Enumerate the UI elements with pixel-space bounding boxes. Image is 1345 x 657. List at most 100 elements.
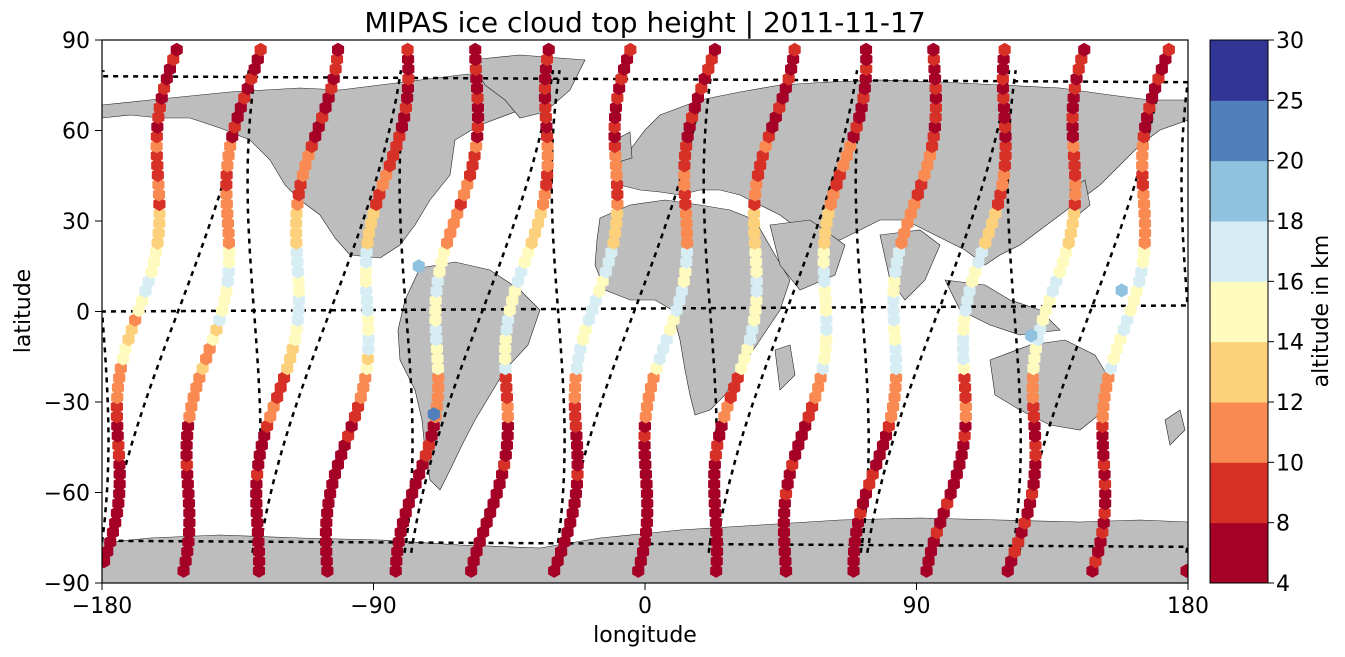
- cloud-point: [860, 62, 873, 76]
- cloud-point: [250, 496, 263, 511]
- cloud-point: [777, 515, 790, 530]
- cloud-point: [429, 293, 442, 308]
- colorbar-tick-label: 16: [1276, 270, 1304, 295]
- cloud-point: [1069, 168, 1082, 183]
- cloud-point: [1138, 235, 1151, 250]
- cloud-point: [678, 177, 691, 192]
- cloud-point: [1138, 216, 1151, 231]
- cloud-point: [641, 496, 654, 511]
- cloud-point: [1115, 283, 1128, 298]
- orbit-track: [714, 69, 859, 553]
- cloud-point: [499, 351, 512, 366]
- cloud-point: [1136, 177, 1149, 192]
- cloud-point: [1066, 110, 1079, 125]
- y-tick-label: −30: [44, 391, 90, 416]
- cloud-point: [471, 90, 484, 105]
- cloud-point: [958, 428, 971, 443]
- cloud-point: [1028, 419, 1041, 434]
- cloud-point: [1098, 477, 1112, 492]
- cloud-point: [847, 554, 860, 569]
- cloud-point: [1029, 428, 1042, 443]
- cloud-point: [291, 255, 304, 269]
- cloud-point: [678, 187, 691, 202]
- cloud-point: [624, 42, 637, 57]
- cloud-point: [499, 341, 512, 356]
- cloud-point: [819, 226, 832, 241]
- cloud-point: [860, 42, 873, 57]
- cloud-point: [250, 486, 263, 501]
- cloud-point: [113, 467, 126, 482]
- cloud-point: [999, 129, 1012, 144]
- cloud-point: [111, 428, 124, 443]
- cloud-point: [1069, 187, 1082, 202]
- cloud-point: [748, 235, 761, 250]
- cloud-point: [222, 226, 235, 241]
- x-axis: −180 −90 0 90 180: [72, 583, 1209, 619]
- cloud-point: [1136, 158, 1149, 173]
- cloud-point: [430, 284, 443, 298]
- cloud-point: [470, 139, 483, 154]
- cloud-point: [151, 168, 164, 183]
- colorbar-tick-label: 20: [1276, 150, 1304, 175]
- cloud-point: [329, 62, 342, 76]
- cloud-point: [401, 90, 414, 105]
- cloud-point: [819, 341, 832, 356]
- cloud-point: [1138, 197, 1151, 212]
- cloud-point: [541, 129, 554, 144]
- cloud-point: [431, 390, 444, 405]
- cloud-point: [1026, 380, 1039, 395]
- cloud-point: [252, 535, 265, 549]
- cloud-point: [1097, 399, 1110, 414]
- cloud-point: [927, 52, 940, 67]
- cloud-point: [957, 351, 970, 366]
- cloud-point: [929, 81, 942, 96]
- cloud-point: [179, 554, 192, 569]
- land-new-zealand: [1164, 409, 1186, 446]
- cloud-point: [429, 303, 442, 318]
- cloud-point: [817, 255, 830, 269]
- cloud-point: [1138, 206, 1151, 221]
- cloud-point: [290, 206, 303, 221]
- cloud-point: [750, 274, 763, 289]
- cloud-point: [332, 42, 345, 57]
- cloud-point: [222, 235, 235, 250]
- cloud-point: [180, 448, 193, 463]
- cloud-point: [996, 177, 1009, 192]
- cloud-point: [541, 168, 554, 183]
- cloud-point: [1027, 409, 1040, 424]
- cloud-point: [541, 148, 554, 163]
- cloud-point: [359, 370, 372, 385]
- cloud-point: [401, 81, 414, 96]
- colorbar-label: altitude in km: [1309, 235, 1334, 388]
- cloud-point: [887, 303, 900, 318]
- cloud-point: [221, 216, 234, 231]
- cloud-point: [542, 42, 555, 57]
- cloud-point: [888, 322, 901, 337]
- orbit-track: [550, 70, 566, 553]
- cloud-point: [360, 361, 373, 376]
- cloud-point: [110, 506, 124, 520]
- cloud-point: [112, 438, 125, 453]
- x-tick-label: −90: [350, 594, 396, 619]
- colorbar-bin: [1210, 462, 1268, 524]
- cloud-point: [608, 139, 621, 154]
- cloud-point: [1099, 496, 1112, 511]
- cloud-point: [708, 42, 721, 57]
- cloud-point: [1137, 129, 1150, 144]
- cloud-point: [678, 158, 691, 173]
- cloud-point: [820, 312, 833, 327]
- cloud-point: [501, 399, 514, 414]
- cloud-point: [359, 274, 372, 289]
- cloud-point: [183, 525, 196, 540]
- cloud-point: [570, 428, 583, 443]
- cloud-point: [959, 399, 972, 414]
- colorbar-bin: [1210, 341, 1268, 403]
- cloud-point: [778, 544, 791, 559]
- cloud-point: [1028, 467, 1041, 482]
- cloud-point: [250, 477, 263, 492]
- cloud-point: [998, 42, 1011, 57]
- cloud-point: [848, 544, 861, 559]
- x-tick-label: 90: [903, 594, 931, 619]
- cloud-point: [999, 148, 1012, 163]
- cloud-point: [149, 245, 162, 260]
